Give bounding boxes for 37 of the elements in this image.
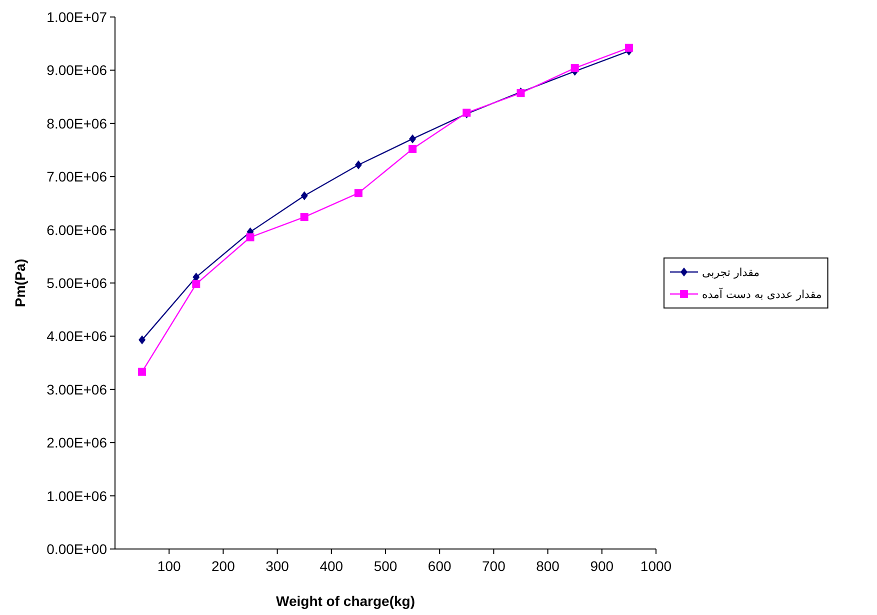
point <box>408 144 417 153</box>
y-tick-label: 1.00E+07 <box>46 9 108 25</box>
x-tick-label: 300 <box>266 558 290 574</box>
legend-label: مقدار عددی به دست آمده <box>702 287 822 301</box>
point <box>138 335 146 344</box>
point <box>138 368 146 376</box>
point <box>246 233 254 242</box>
x-tick-label: 400 <box>320 558 344 574</box>
point <box>300 191 308 200</box>
x-tick-label: 900 <box>590 558 614 574</box>
y-tick-label: 4.00E+06 <box>46 328 108 344</box>
point <box>192 280 200 288</box>
point <box>409 134 416 144</box>
x-tick-label: 200 <box>212 558 236 574</box>
point <box>624 44 633 52</box>
y-axis-title: Pm(Pa) <box>12 258 28 308</box>
x-tick-label: 1000 <box>640 558 672 574</box>
y-tick-label: 9.00E+06 <box>46 62 108 78</box>
y-tick-label: 5.00E+06 <box>46 275 108 291</box>
y-tick-label: 7.00E+06 <box>46 168 108 185</box>
y-tick-label: 2.00E+06 <box>46 434 108 451</box>
x-tick-label: 100 <box>157 558 181 574</box>
y-tick-label: 3.00E+06 <box>46 381 108 398</box>
y-tick-label: 8.00E+06 <box>46 115 108 132</box>
point <box>300 213 308 222</box>
y-tick-label: 6.00E+06 <box>46 222 108 238</box>
x-tick-label: 500 <box>374 558 398 574</box>
point <box>354 160 362 170</box>
x-axis-title: Weight of charge(kg) <box>276 593 415 609</box>
point <box>354 189 362 198</box>
x-tick-label: 600 <box>428 558 452 574</box>
point <box>570 64 579 72</box>
y-tick-label: 0.00E+00 <box>46 541 108 557</box>
legend-label: مقدار تجربی <box>702 266 760 279</box>
x-tick-label: 800 <box>536 558 560 574</box>
y-tick-label: 1.00E+06 <box>46 488 108 504</box>
x-tick-label: 700 <box>482 558 506 574</box>
